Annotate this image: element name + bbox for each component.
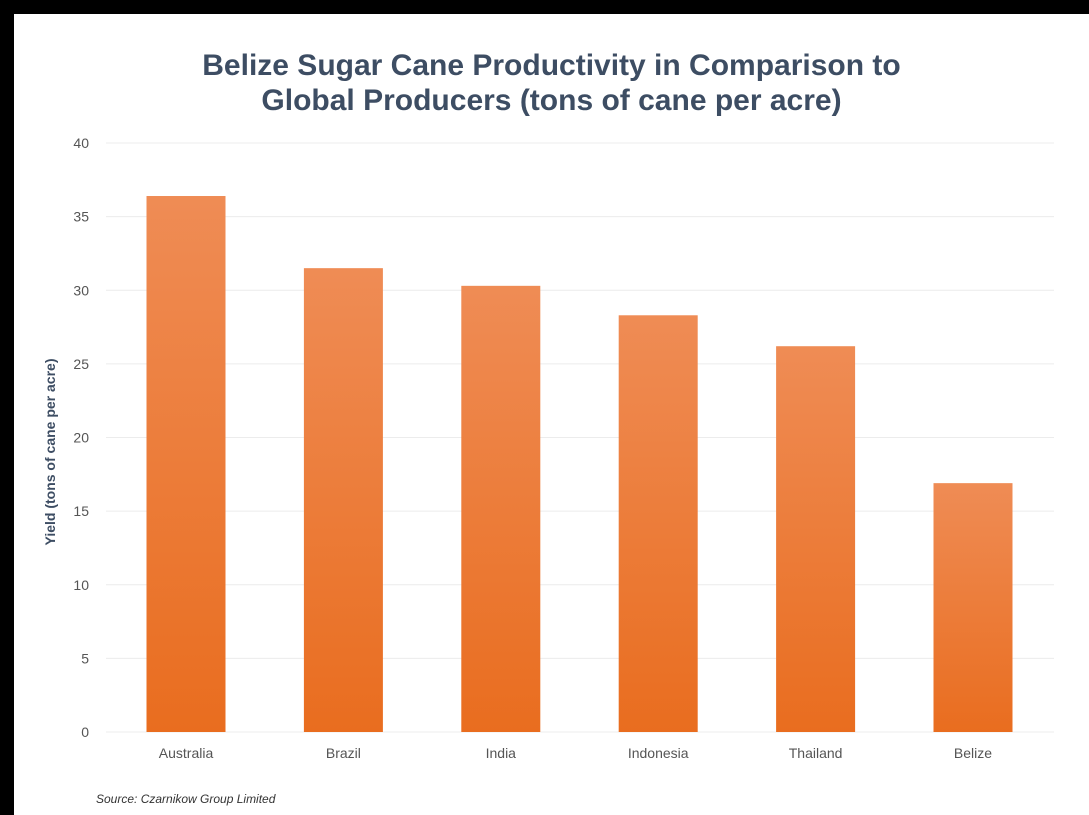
x-tick-label-india: India (486, 745, 517, 761)
y-tick-label: 25 (73, 356, 89, 372)
y-tick-label: 5 (81, 650, 89, 666)
source-note: Source: Czarnikow Group Limited (96, 792, 276, 806)
x-tick-label-belize: Belize (954, 745, 992, 761)
x-tick-label-indonesia: Indonesia (628, 745, 689, 761)
bar-thailand (776, 346, 856, 732)
y-tick-label: 10 (73, 577, 89, 593)
bar-indonesia (618, 315, 698, 732)
bar-belize (933, 483, 1013, 732)
chart-title-line-2: Global Producers (tons of cane per acre) (261, 84, 842, 117)
bar-brazil (303, 268, 383, 732)
chart-title-line-1: Belize Sugar Cane Productivity in Compar… (202, 49, 901, 82)
y-tick-label: 0 (81, 724, 89, 740)
bar-india (461, 285, 541, 732)
bars (146, 196, 1013, 732)
y-tick-label: 35 (73, 209, 89, 225)
x-tick-label-australia: Australia (159, 745, 214, 761)
x-tick-label-brazil: Brazil (326, 745, 361, 761)
chart-frame: Belize Sugar Cane Productivity in Compar… (14, 14, 1089, 815)
y-tick-label: 20 (73, 430, 89, 446)
y-tick-label: 30 (73, 282, 89, 298)
chart-title: Belize Sugar Cane Productivity in Compar… (14, 48, 1089, 118)
x-tick-label-thailand: Thailand (789, 745, 843, 761)
bar-chart-svg: 0 5 10 15 20 25 30 35 40 Australia Brazil India Ind… (73, 135, 1054, 761)
bar-australia (146, 196, 226, 732)
y-tick-labels: 0 5 10 15 20 25 30 35 40 (73, 135, 89, 740)
y-tick-label: 40 (73, 135, 89, 151)
gridlines (106, 142, 1054, 733)
x-tick-labels: Australia Brazil India Indonesia Thailand Bel… (159, 745, 993, 761)
y-tick-label: 15 (73, 503, 89, 519)
